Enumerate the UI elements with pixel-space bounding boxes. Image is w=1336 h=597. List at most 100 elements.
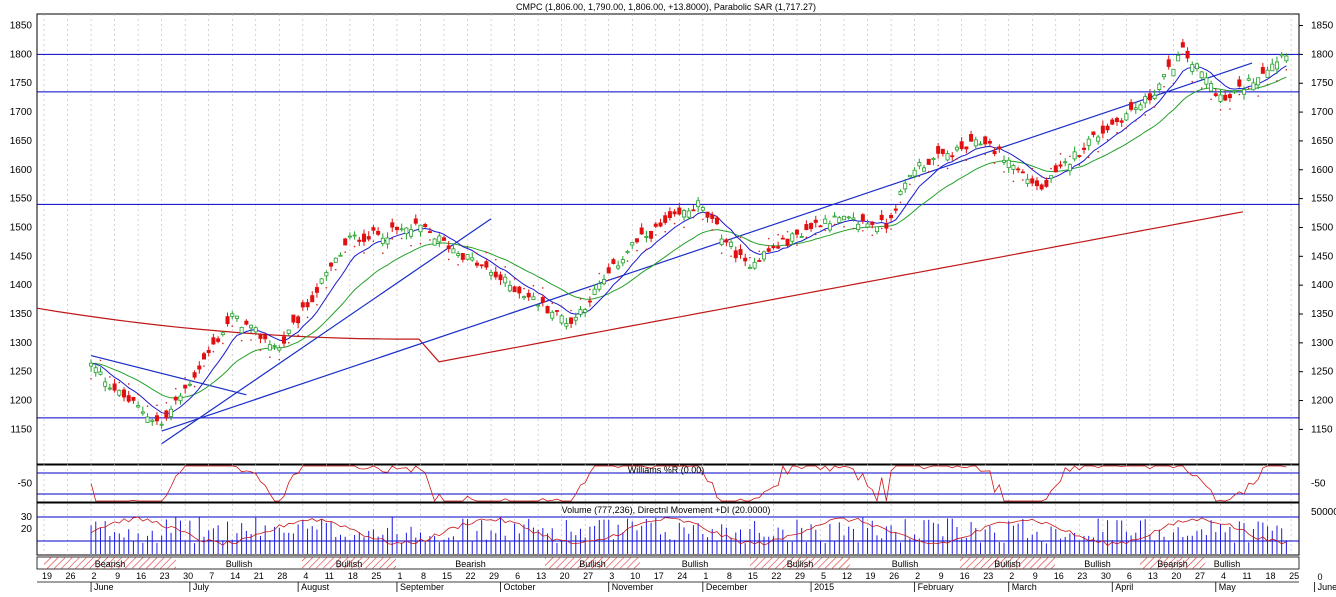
- candle-body: [766, 248, 771, 252]
- candle-body: [211, 337, 216, 345]
- sar-dot: [673, 222, 676, 225]
- sar-dot: [400, 237, 403, 240]
- candle-body: [267, 344, 272, 351]
- candle-body: [432, 238, 437, 246]
- candle-body: [926, 158, 931, 165]
- date-tick-label: 13: [536, 571, 546, 581]
- candle-body: [98, 371, 103, 375]
- sar-dot: [504, 266, 506, 268]
- sar-dot: [1229, 108, 1231, 110]
- y-tick-label-left: 1450: [10, 251, 33, 262]
- sar-dot: [607, 279, 610, 281]
- candle-body: [719, 238, 724, 245]
- candle-body: [790, 233, 795, 242]
- date-tick-label: 16: [136, 571, 146, 581]
- candle-body: [1110, 119, 1115, 125]
- candle-body: [1171, 68, 1176, 77]
- candle-body: [696, 200, 701, 208]
- trendline: [161, 218, 492, 445]
- candle-body: [936, 146, 941, 154]
- candle-body: [1274, 61, 1279, 70]
- month-label: July: [193, 582, 210, 592]
- date-axis: 19 26 2 9 16 23 30 7 14 21 28 4 11 18 25 1 8 15 22 29 6 13 20 2…: [36, 556, 1336, 592]
- candle-body: [216, 338, 221, 342]
- month-label: March: [1012, 582, 1037, 592]
- date-tick-label: 16: [1054, 571, 1064, 581]
- sar-dot: [890, 228, 892, 230]
- date-tick-label: 1: [703, 571, 708, 581]
- candle-body: [587, 300, 592, 303]
- date-tick-label: 24: [677, 571, 687, 581]
- trendline: [161, 62, 1253, 432]
- sar-dot: [1144, 114, 1147, 116]
- date-tick-label: 6: [1127, 571, 1132, 581]
- sar-dot: [353, 245, 356, 248]
- candle-body: [992, 151, 997, 155]
- sar-dot: [212, 350, 215, 353]
- date-tick-label: 7: [209, 571, 214, 581]
- candle-body: [136, 405, 141, 408]
- candle-body: [818, 225, 823, 228]
- candle-body: [1011, 165, 1016, 170]
- candle-body: [225, 316, 230, 325]
- candle-body: [832, 215, 837, 218]
- candle-body: [1162, 74, 1167, 78]
- month-label: February: [918, 582, 955, 592]
- sar-dot: [833, 223, 836, 226]
- sar-dot: [419, 242, 422, 245]
- candle-body: [823, 218, 828, 224]
- candle-body: [1218, 94, 1223, 102]
- date-tick-label: 18: [348, 571, 358, 581]
- candle-body: [550, 311, 555, 319]
- sar-dot: [1163, 85, 1165, 88]
- candle-body: [1199, 71, 1204, 79]
- sar-dot: [316, 303, 318, 306]
- date-tick-label: 19: [42, 571, 52, 581]
- date-tick-label: 4: [1221, 571, 1226, 581]
- medium-moving-average: [91, 76, 1287, 399]
- candle-body: [178, 395, 183, 402]
- regime-label: Bearish: [95, 559, 126, 569]
- candle-body: [409, 229, 414, 237]
- candle-body: [451, 248, 456, 254]
- sar-dot: [1276, 80, 1278, 82]
- date-tick-label: 8: [421, 571, 426, 581]
- candle-body: [649, 231, 654, 239]
- candle-body: [164, 410, 169, 419]
- price-panel-title: CMPC (1,806.00, 1,790.00, 1,806.00, +13.…: [516, 2, 816, 12]
- month-label: May: [1219, 582, 1237, 592]
- candle-body: [503, 276, 508, 284]
- candle-body: [1213, 93, 1218, 97]
- y-tick-label-left: 1350: [10, 309, 33, 320]
- candle-body: [682, 210, 687, 218]
- candle-body: [366, 236, 371, 240]
- candle-body: [1180, 42, 1185, 48]
- candle-body: [526, 292, 531, 298]
- candle-body: [1152, 94, 1157, 99]
- candle-body: [940, 148, 945, 154]
- candle-body: [1256, 77, 1261, 86]
- candle-body: [202, 353, 207, 360]
- candle-body: [987, 141, 992, 144]
- candle-body: [842, 215, 847, 221]
- sar-dot: [165, 402, 168, 404]
- candle-body: [1147, 93, 1152, 101]
- candle-body: [145, 416, 150, 423]
- sar-dot: [1040, 175, 1043, 178]
- sar-dot: [598, 272, 601, 275]
- candle-body: [442, 237, 447, 241]
- date-tick-label: 18: [1266, 571, 1276, 581]
- candle-body: [785, 238, 790, 246]
- corner-label: 0: [1317, 572, 1322, 582]
- date-tick-label: 17: [654, 571, 664, 581]
- candle-body: [762, 251, 767, 260]
- candle-body: [154, 415, 159, 422]
- sar-dot: [993, 162, 996, 164]
- candle-body: [479, 264, 484, 267]
- date-tick-label: 3: [609, 571, 614, 581]
- sar-dot: [1257, 95, 1259, 97]
- candle-body: [667, 211, 672, 219]
- candle-body: [517, 286, 522, 294]
- sar-dot: [579, 298, 582, 300]
- sar-dot: [692, 216, 695, 219]
